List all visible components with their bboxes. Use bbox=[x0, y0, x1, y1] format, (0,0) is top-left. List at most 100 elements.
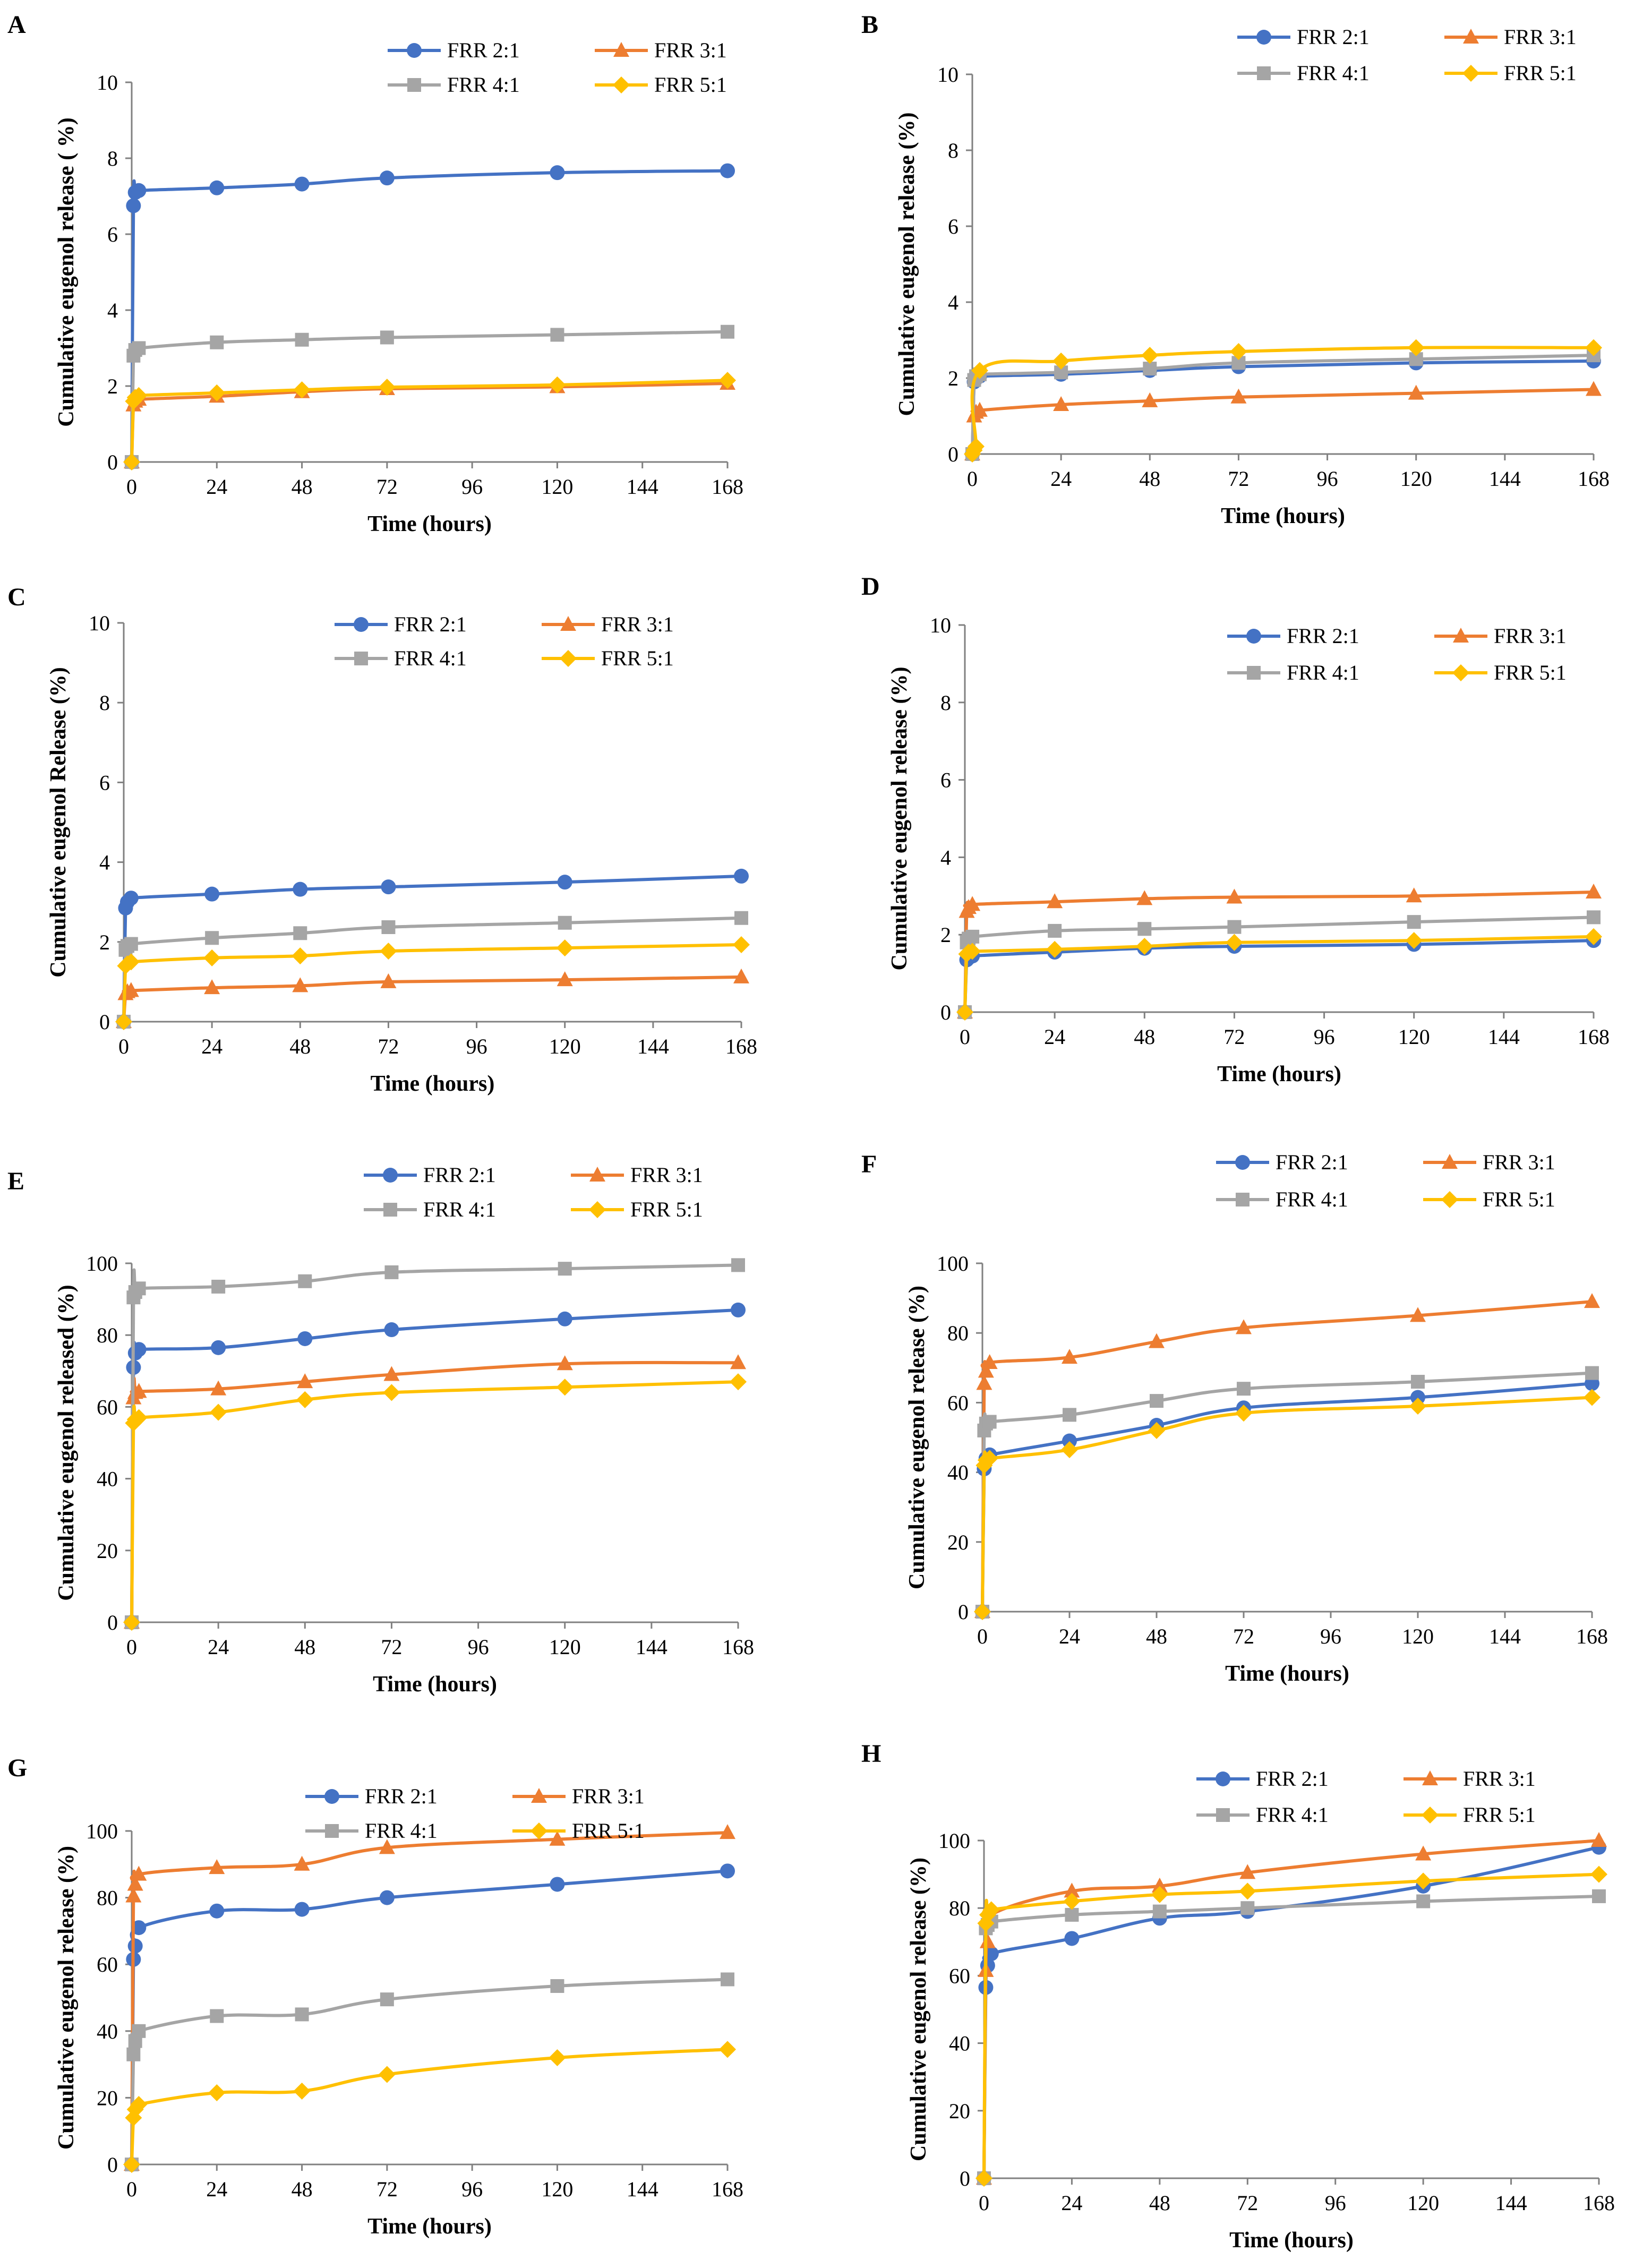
data-point bbox=[964, 896, 981, 911]
data-point bbox=[126, 2047, 141, 2061]
x-tick-label: 168 bbox=[1576, 1624, 1608, 1648]
data-point bbox=[127, 1938, 143, 1954]
data-point bbox=[211, 1279, 226, 1294]
x-tick-label: 120 bbox=[549, 1635, 581, 1659]
x-tick-label: 168 bbox=[712, 2177, 743, 2201]
y-tick-label: 0 bbox=[107, 450, 118, 474]
data-point bbox=[1237, 1382, 1251, 1396]
legend-label: FRR 4:1 bbox=[1256, 1803, 1329, 1827]
y-axis-label: Cumulative eugenol release (%) bbox=[887, 667, 912, 971]
data-point bbox=[209, 1859, 225, 1875]
data-point bbox=[297, 1373, 313, 1389]
chart-h: H 0 20 40 60 80 100 0 24 48 72 96 120 144 168 Time (hou… bbox=[861, 1740, 1615, 2253]
x-tick-label: 96 bbox=[1320, 1624, 1341, 1648]
data-point bbox=[1415, 1872, 1432, 1890]
series-line bbox=[130, 2048, 728, 2165]
data-point bbox=[295, 2007, 309, 2022]
data-point bbox=[979, 1933, 996, 1948]
panel-b: B 0 2 4 6 8 10 0 24 48 72 96 120 144 168 Time (hours) Cu… bbox=[813, 0, 1626, 558]
x-tick-label: 144 bbox=[636, 1635, 667, 1659]
data-point bbox=[123, 2156, 140, 2173]
series-line bbox=[980, 1396, 1593, 1612]
series-frr-2-1 bbox=[124, 163, 735, 469]
series-line bbox=[130, 1308, 739, 1623]
data-point bbox=[1150, 1394, 1163, 1408]
legend-label: FRR 5:1 bbox=[1483, 1187, 1555, 1211]
data-point bbox=[379, 1890, 395, 1905]
legend-marker bbox=[407, 43, 422, 58]
data-point bbox=[975, 2170, 992, 2187]
data-point bbox=[294, 1902, 310, 1917]
data-point bbox=[1590, 1865, 1607, 1883]
x-axis-label: Time (hours) bbox=[1229, 2228, 1354, 2253]
series-frr-5-1 bbox=[123, 372, 736, 470]
legend-marker bbox=[383, 1168, 398, 1183]
x-tick-label: 24 bbox=[201, 1034, 222, 1058]
x-tick-label: 48 bbox=[292, 2177, 313, 2201]
x-tick-label: 120 bbox=[1400, 467, 1432, 491]
data-point bbox=[550, 165, 565, 181]
series-frr-3-1 bbox=[976, 1832, 1607, 2185]
y-tick-label: 40 bbox=[949, 2032, 970, 2056]
y-tick-label: 60 bbox=[97, 1953, 118, 1976]
legend-label: FRR 4:1 bbox=[365, 1819, 438, 1843]
x-tick-label: 0 bbox=[126, 1635, 137, 1659]
legend-label: FRR 5:1 bbox=[654, 73, 727, 97]
y-tick-label: 8 bbox=[99, 691, 110, 715]
y-tick-label: 0 bbox=[960, 2167, 970, 2190]
x-tick-label: 72 bbox=[381, 1635, 402, 1659]
x-tick-label: 0 bbox=[967, 467, 978, 491]
y-tick-label: 0 bbox=[958, 1600, 969, 1624]
data-point bbox=[1416, 1894, 1431, 1908]
panel-f: F 0 20 40 60 80 100 0 24 48 72 96 120 144 168 Time (hou… bbox=[813, 1147, 1626, 1705]
x-tick-label: 96 bbox=[468, 1635, 489, 1659]
data-point bbox=[292, 977, 309, 992]
x-tick-label: 0 bbox=[126, 2177, 137, 2201]
data-point bbox=[1148, 1422, 1165, 1439]
data-point bbox=[976, 1375, 992, 1390]
data-point bbox=[383, 1366, 400, 1381]
y-axis-label: Cumulative eugenol released (%) bbox=[54, 1285, 79, 1601]
data-point bbox=[1591, 1832, 1607, 1847]
x-tick-label: 24 bbox=[1059, 1624, 1080, 1648]
x-tick-label: 144 bbox=[627, 2177, 658, 2201]
panel-e: E 0 20 40 60 80 100 0 24 48 72 96 120 144 168 Time (hou… bbox=[0, 1147, 813, 1705]
x-tick-label: 144 bbox=[1495, 2191, 1527, 2215]
y-axis-label: Cumulative eugenol Release (%) bbox=[46, 667, 71, 977]
legend-marker bbox=[407, 78, 421, 92]
panel-c: C 0 2 4 6 8 10 0 24 48 72 96 120 144 168 Time (hours) Cu… bbox=[0, 563, 813, 1120]
legend-label: FRR 4:1 bbox=[394, 646, 467, 670]
data-point bbox=[210, 335, 224, 349]
x-tick-label: 168 bbox=[1578, 467, 1610, 491]
data-point bbox=[982, 1415, 997, 1429]
data-point bbox=[979, 1906, 996, 1923]
y-tick-label: 80 bbox=[97, 1886, 118, 1910]
legend-label: FRR 5:1 bbox=[1504, 61, 1577, 85]
x-tick-label: 96 bbox=[461, 2177, 483, 2201]
data-point bbox=[731, 1302, 746, 1317]
data-point bbox=[379, 170, 395, 186]
y-tick-label: 10 bbox=[937, 63, 959, 87]
y-axis-label: Cumulative eugenol release (%) bbox=[895, 113, 919, 416]
data-point bbox=[964, 943, 981, 960]
series-line bbox=[130, 169, 728, 463]
data-point bbox=[1064, 1931, 1080, 1946]
legend-label: FRR 4:1 bbox=[423, 1197, 496, 1221]
x-tick-label: 168 bbox=[722, 1635, 754, 1659]
x-tick-label: 144 bbox=[627, 475, 658, 499]
series-frr-3-1 bbox=[964, 381, 1602, 460]
legend-marker bbox=[1453, 628, 1469, 643]
data-point bbox=[1064, 1882, 1080, 1898]
y-tick-label: 40 bbox=[97, 2019, 118, 2043]
x-tick-label: 24 bbox=[206, 475, 227, 499]
data-point bbox=[1592, 1889, 1606, 1903]
series-line bbox=[130, 1978, 728, 2165]
data-point bbox=[971, 362, 988, 379]
data-point bbox=[734, 911, 748, 925]
panel-letter: D bbox=[861, 572, 880, 601]
panel-g: G 0 20 40 60 80 100 0 24 48 72 96 120 144 168 Time (hou… bbox=[0, 1731, 813, 2268]
data-point bbox=[122, 953, 140, 971]
data-point bbox=[721, 1972, 734, 1987]
legend-label: FRR 2:1 bbox=[447, 38, 520, 62]
data-point bbox=[1053, 396, 1069, 412]
